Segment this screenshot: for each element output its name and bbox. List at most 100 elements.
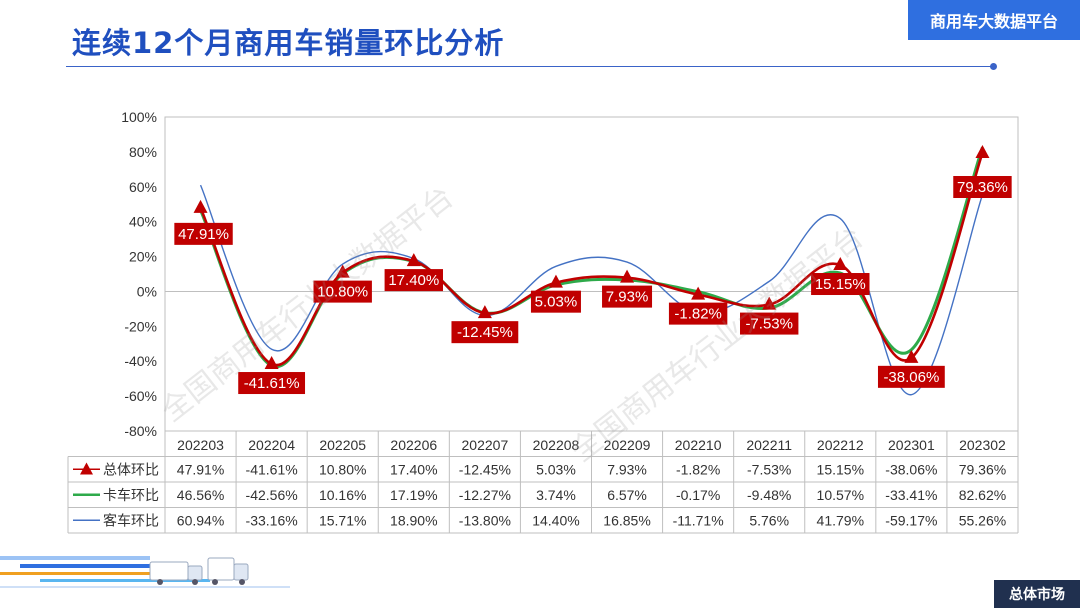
y-tick-label: -40%	[124, 353, 157, 369]
table-cell-value: 3.74%	[536, 487, 576, 503]
data-label-box	[953, 176, 1012, 199]
table-cell-value: 10.80%	[319, 462, 366, 478]
legend-key-marker	[80, 462, 93, 475]
y-tick-label: -60%	[124, 388, 157, 404]
table-cell-value: 60.94%	[177, 513, 224, 529]
x-tick-label: 202207	[462, 437, 509, 453]
data-point-marker	[477, 305, 492, 319]
data-label-box	[174, 222, 233, 245]
legend-entry: 客车环比	[103, 513, 159, 530]
footer-section-tag: 总体市场	[994, 580, 1080, 608]
data-point-marker	[193, 199, 208, 213]
table-cell-value: 14.40%	[532, 513, 579, 529]
title-underline-dot	[990, 63, 997, 70]
data-label-box	[530, 290, 581, 313]
data-point-marker	[264, 356, 279, 370]
table-cell-value: 47.91%	[177, 462, 224, 478]
data-label-box	[740, 312, 799, 335]
data-point-marker	[406, 253, 421, 267]
table-cell-value: -11.71%	[673, 513, 724, 529]
table-cell-value: 82.62%	[959, 487, 1006, 503]
x-tick-label: 202206	[390, 437, 437, 453]
y-tick-label: 60%	[129, 179, 157, 195]
data-label-box	[877, 365, 945, 388]
table-cell-value: 46.56%	[177, 487, 224, 503]
table-cell-value: 17.40%	[390, 462, 437, 478]
y-tick-label: 100%	[121, 109, 157, 125]
x-tick-label: 202204	[248, 437, 295, 453]
x-tick-label: 202210	[675, 437, 722, 453]
data-point-marker	[620, 269, 635, 283]
table-cell-value: 10.16%	[319, 487, 366, 503]
table-cell-value: 15.15%	[817, 462, 864, 478]
y-tick-label: 0%	[137, 283, 157, 299]
data-label-box	[238, 372, 306, 395]
data-point-marker	[548, 274, 563, 288]
y-tick-label: -80%	[124, 423, 157, 439]
table-cell-value: 10.57%	[817, 487, 864, 503]
table-cell-value: 16.85%	[603, 513, 650, 529]
data-point-marker	[762, 296, 777, 310]
data-label: 79.36%	[957, 179, 1008, 196]
title-underline	[66, 66, 994, 67]
table-cell-value: 55.26%	[959, 513, 1006, 529]
data-label-box	[451, 321, 519, 344]
table-cell-value: 5.03%	[536, 462, 576, 478]
table-cell-value: 7.93%	[607, 462, 647, 478]
y-tick-label: 40%	[129, 214, 157, 230]
data-label: 7.93%	[606, 289, 649, 306]
data-point-marker	[833, 257, 848, 271]
data-label: 10.80%	[317, 284, 368, 301]
data-label: 15.15%	[815, 276, 866, 293]
data-label: -1.82%	[674, 306, 722, 323]
truck-decoration-icon	[0, 556, 290, 588]
legend-entry: 卡车环比	[103, 487, 159, 504]
table-cell-value: -0.17%	[676, 487, 720, 503]
page-title: 连续12个月商用车销量环比分析	[72, 26, 505, 60]
data-point-marker	[335, 264, 350, 278]
data-point-marker	[975, 145, 990, 159]
brand-badge: 商用车大数据平台	[908, 0, 1080, 40]
data-label-box	[668, 302, 728, 325]
data-label: 47.91%	[178, 226, 229, 243]
x-tick-label: 202211	[746, 437, 792, 453]
y-tick-label: 80%	[129, 144, 157, 160]
table-cell-value: -33.41%	[885, 487, 937, 503]
y-tick-label: -20%	[124, 318, 157, 334]
table-cell-value: 41.79%	[817, 513, 864, 529]
x-tick-label: 202209	[604, 437, 651, 453]
legend-entry: 总体环比	[103, 463, 159, 479]
table-cell-value: 17.19%	[390, 487, 437, 503]
data-label-box	[811, 273, 870, 296]
table-cell-value: 18.90%	[390, 513, 437, 529]
x-tick-label: 202205	[319, 437, 366, 453]
data-label-box	[602, 285, 653, 308]
table-cell-value: -42.56%	[246, 487, 298, 503]
table-cell-value: 79.36%	[959, 462, 1006, 478]
x-tick-label: 202208	[533, 437, 580, 453]
table-cell-value: 6.57%	[607, 487, 647, 503]
table-cell-value: -7.53%	[747, 462, 791, 478]
data-point-marker	[691, 286, 706, 300]
data-label: 5.03%	[535, 294, 578, 311]
data-label-box	[384, 269, 443, 292]
table-cell-value: -41.61%	[246, 462, 298, 478]
table-cell-value: 5.76%	[749, 513, 789, 529]
table-cell-value: -12.45%	[459, 462, 511, 478]
table-cell-value: -38.06%	[885, 462, 937, 478]
x-tick-label: 202212	[817, 437, 864, 453]
data-point-marker	[904, 349, 919, 363]
series-line	[199, 152, 984, 367]
table-cell-value: -9.48%	[747, 487, 791, 503]
table-cell-value: -59.17%	[885, 513, 937, 529]
data-label: -12.45%	[457, 324, 513, 341]
x-tick-label: 202203	[177, 437, 224, 453]
data-label: -41.61%	[244, 375, 300, 392]
data-label: 17.40%	[388, 272, 439, 289]
x-tick-label: 202302	[959, 437, 1006, 453]
x-tick-label: 202301	[888, 437, 935, 453]
table-cell-value: -33.16%	[246, 513, 298, 529]
table-cell-value: 15.71%	[319, 513, 366, 529]
table-cell-value: -13.80%	[459, 513, 511, 529]
